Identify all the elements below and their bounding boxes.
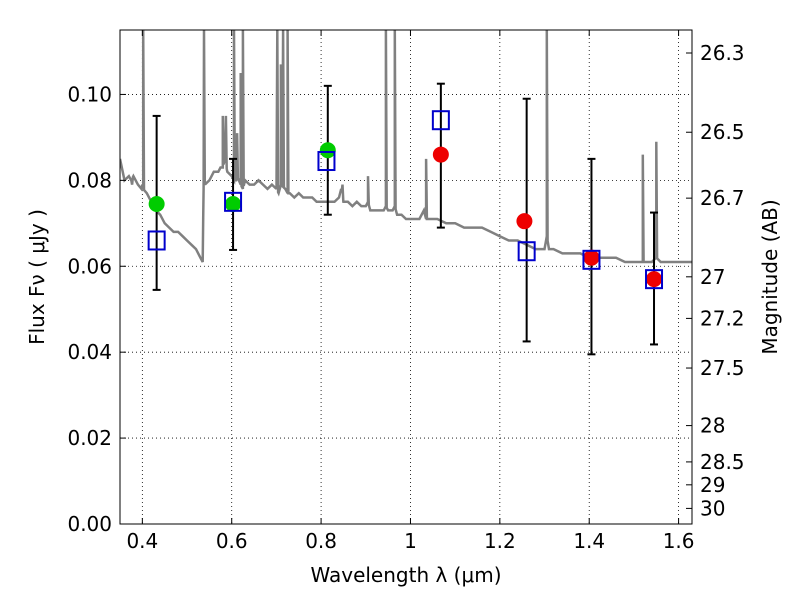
model-spectrum	[120, 30, 692, 264]
observed-point	[319, 142, 336, 159]
y2-tick-label: 26.3	[700, 41, 745, 65]
y-tick-label: 0.06	[67, 254, 112, 278]
x-tick-label: 1.6	[663, 529, 695, 553]
x-tick-label: 0.4	[126, 529, 158, 553]
x-axis-title: Wavelength λ (μm)	[310, 563, 501, 587]
y2-tick-label: 27	[700, 265, 725, 289]
x-axis-ticks: 0.4 0.6 0.8 1 1.2 1.4 1.6	[126, 30, 695, 553]
y-tick-label: 0.08	[67, 168, 112, 192]
model-point-square	[317, 151, 336, 172]
data-points	[147, 110, 664, 290]
x-tick-label: 1	[404, 529, 417, 553]
plot-frame	[119, 29, 693, 525]
x-tick-label: 1.2	[484, 529, 516, 553]
x-tick-label: 1.4	[573, 529, 605, 553]
x-tick-label: 0.8	[305, 529, 337, 553]
y-tick-label: 0.10	[67, 82, 112, 106]
model-point-square	[147, 230, 166, 251]
model-point-square	[517, 241, 536, 262]
y2-axis-title: Magnitude (AB)	[758, 199, 782, 354]
model-point-square	[224, 191, 243, 212]
y2-tick-label: 29	[700, 473, 725, 497]
model-point-square	[582, 249, 601, 270]
model-point-square	[431, 110, 450, 131]
y-axis-ticks: 0.00 0.02 0.04 0.06 0.08 0.10	[67, 82, 126, 536]
observed-point	[583, 249, 600, 266]
y2-tick-label: 27.5	[700, 356, 745, 380]
spectrum-line	[120, 30, 692, 264]
y2-tick-label: 28.5	[700, 450, 745, 474]
observed-point	[516, 213, 533, 230]
y2-tick-label: 26.7	[700, 186, 745, 210]
model-point-square	[645, 269, 664, 290]
observed-point	[148, 195, 165, 212]
y2-tick-label: 27.2	[700, 306, 745, 330]
y2-tick-label: 28	[700, 414, 725, 438]
y-tick-label: 0.00	[67, 512, 112, 536]
observed-point	[432, 146, 449, 163]
grid-lines	[120, 30, 692, 525]
y2-tick-label: 30	[700, 496, 725, 520]
y-axis-title: Flux Fν ( μJy )	[25, 209, 49, 345]
observed-point	[225, 195, 242, 212]
y-tick-label: 0.02	[67, 426, 112, 450]
observed-point	[646, 271, 663, 288]
x-tick-label: 0.6	[216, 529, 248, 553]
y-tick-label: 0.04	[67, 340, 112, 364]
y2-tick-label: 26.5	[700, 120, 745, 144]
